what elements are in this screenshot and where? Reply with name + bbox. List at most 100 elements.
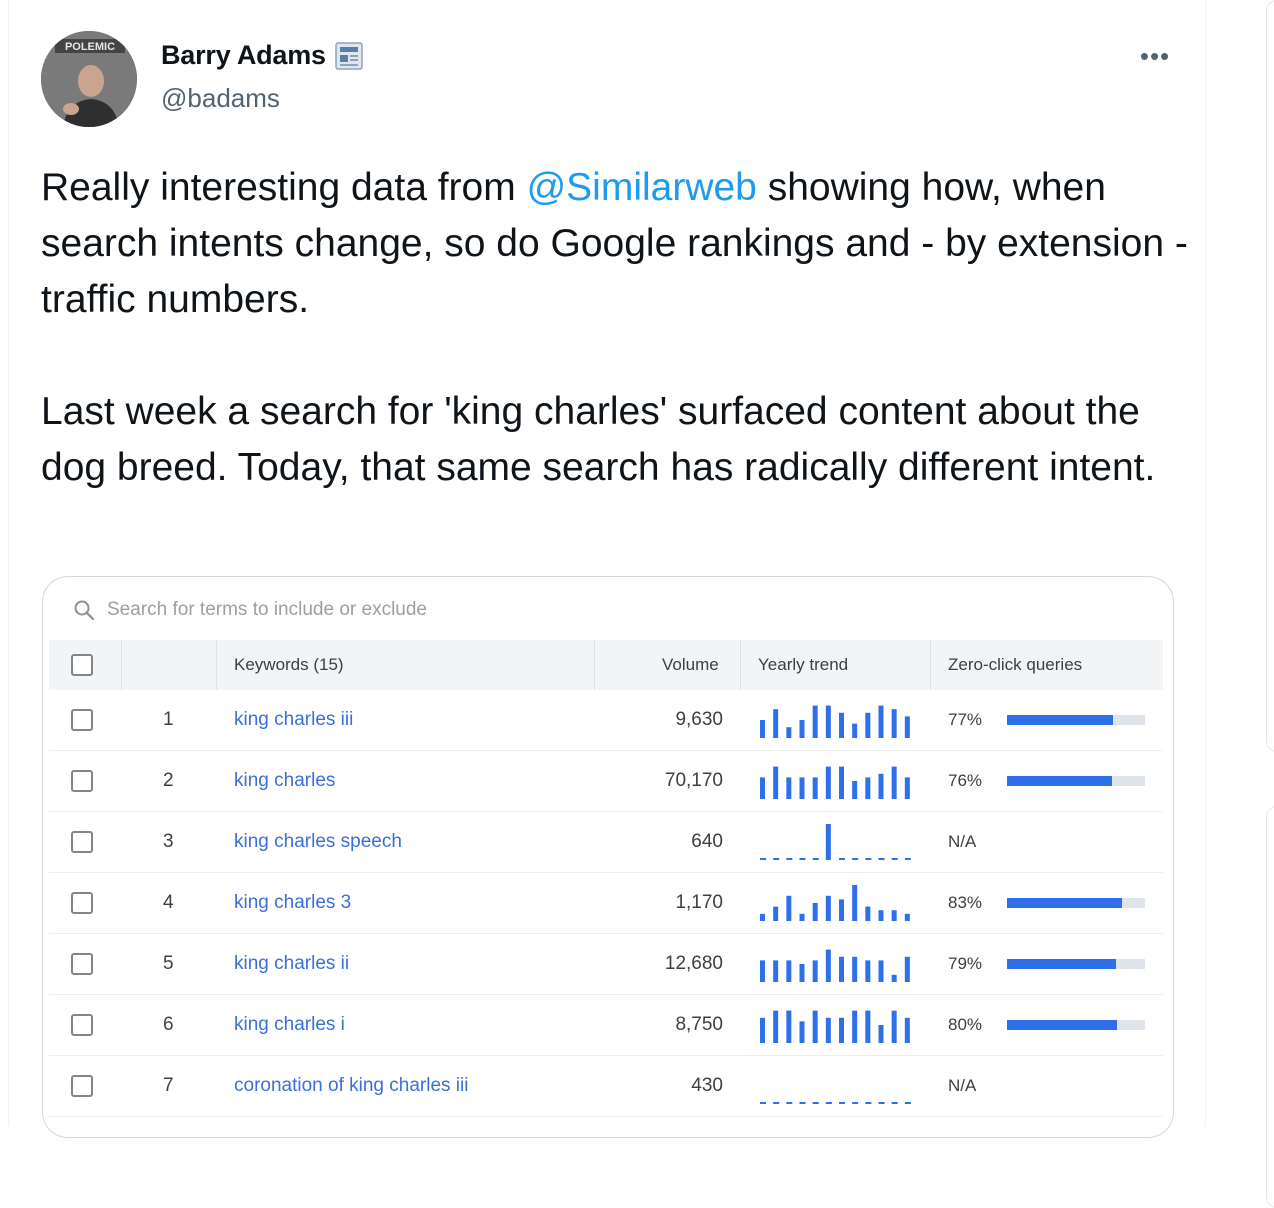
table-row[interactable]: 3 king charles speech 640 N/A	[49, 812, 1163, 873]
trend-bar	[852, 723, 858, 738]
trend-bar	[760, 913, 765, 921]
header-keywords[interactable]: Keywords (15)	[234, 655, 344, 674]
keyword-link[interactable]: coronation of king charles iii	[234, 1075, 469, 1096]
keyword-search[interactable]: Search for terms to include or exclude	[73, 597, 427, 623]
trend-bar	[839, 766, 844, 799]
trend-bar	[891, 766, 897, 799]
trend-bar	[852, 1010, 858, 1043]
trend-bar	[760, 720, 765, 738]
row-rank: 1	[163, 709, 174, 730]
trend-bar	[865, 906, 871, 921]
trend-empty-mark	[799, 858, 806, 860]
zero-click-bar-fill	[1007, 715, 1114, 725]
trend-bar	[852, 781, 858, 799]
keyword-link[interactable]: king charles ii	[234, 953, 350, 974]
row-checkbox[interactable]	[71, 812, 93, 872]
row-checkbox[interactable]	[71, 873, 93, 933]
sidebar-card	[1266, 806, 1274, 1208]
row-checkbox[interactable]	[71, 690, 93, 750]
tweet-paragraph: Really interesting data from @Similarweb…	[41, 166, 1188, 321]
trend-bar	[760, 1017, 765, 1043]
keyword-link[interactable]: king charles	[234, 770, 336, 791]
row-rank: 4	[163, 892, 174, 913]
trend-bar	[865, 960, 871, 982]
trend-bar	[878, 960, 884, 982]
search-icon	[74, 600, 95, 621]
zero-click-bar	[1007, 776, 1145, 786]
trend-bar	[786, 895, 792, 921]
trend-bar	[825, 705, 831, 738]
tweet-paragraph: Last week a search for 'king charles' su…	[41, 390, 1156, 489]
header-zero-click[interactable]: Zero-click queries	[948, 655, 1083, 674]
table-row[interactable]: 4 king charles 3 1,170 83%	[49, 873, 1163, 934]
yearly-trend-chart	[760, 1010, 910, 1043]
trend-bar	[799, 964, 805, 982]
yearly-trend-chart	[760, 766, 910, 799]
trend-bar	[839, 956, 844, 982]
table-header: Keywords (15) Volume Yearly trend Zero-c…	[49, 640, 1163, 690]
row-volume: 640	[691, 831, 723, 852]
keyword-link[interactable]: king charles 3	[234, 892, 352, 913]
trend-bar	[760, 960, 765, 982]
row-checkbox[interactable]	[71, 934, 93, 994]
trend-bar	[799, 913, 805, 921]
trend-bar	[891, 910, 897, 921]
trend-bar	[799, 777, 805, 799]
table-row[interactable]: 2 king charles 70,170 76%	[49, 751, 1163, 812]
row-checkbox[interactable]	[71, 995, 93, 1055]
trend-bar	[904, 1017, 910, 1043]
trend-bar	[865, 1010, 871, 1043]
author-handle[interactable]: @badams	[161, 83, 280, 113]
trend-bar	[773, 766, 779, 799]
row-rank: 6	[163, 1014, 174, 1035]
table-row[interactable]: 1 king charles iii 9,630 77%	[49, 690, 1163, 751]
trend-empty-mark	[786, 858, 793, 860]
trend-bar	[773, 906, 779, 921]
trend-bar	[760, 777, 765, 799]
trend-bar	[799, 1021, 805, 1043]
trend-bar	[799, 720, 805, 738]
trend-bar	[891, 1010, 897, 1043]
tweet-media-image[interactable]: Search for terms to include or exclude K…	[42, 576, 1174, 1138]
zero-click-value: N/A	[948, 832, 977, 851]
trend-bar	[852, 885, 858, 921]
trend-bar	[878, 773, 884, 799]
table-row[interactable]: 5 king charles ii 12,680 79%	[49, 934, 1163, 995]
mention-link[interactable]: @Similarweb	[526, 166, 757, 209]
trend-bar	[891, 709, 897, 738]
table-row[interactable]: 6 king charles i 8,750 80%	[49, 995, 1163, 1056]
avatar[interactable]: POLEMIC	[41, 31, 137, 127]
keyword-link[interactable]: king charles i	[234, 1014, 345, 1035]
header-volume[interactable]: Volume	[662, 655, 719, 674]
zero-click-bar-fill	[1007, 1020, 1118, 1030]
trend-bar	[865, 712, 871, 738]
newspaper-icon	[335, 41, 363, 70]
row-rank: 7	[163, 1075, 174, 1096]
trend-bar	[812, 777, 818, 799]
trend-bar	[904, 956, 910, 982]
author-name[interactable]: Barry Adams	[161, 40, 366, 71]
zero-click-value: 79%	[948, 954, 983, 973]
trend-bar	[786, 960, 792, 982]
row-volume: 430	[691, 1075, 723, 1096]
zero-click-value: 80%	[948, 1015, 983, 1034]
zero-click-bar	[1007, 715, 1145, 725]
zero-click-bar-fill	[1007, 776, 1112, 786]
select-all-checkbox[interactable]	[71, 640, 93, 690]
yearly-trend-chart	[760, 885, 910, 921]
trend-bar	[812, 960, 818, 982]
trend-empty-mark	[891, 1102, 898, 1104]
more-options-icon[interactable]: •••	[1139, 41, 1171, 71]
keyword-link[interactable]: king charles speech	[234, 831, 402, 852]
trend-bar	[904, 716, 910, 738]
keyword-link[interactable]: king charles iii	[234, 709, 354, 730]
row-checkbox[interactable]	[71, 751, 93, 811]
sidebar-card	[1266, 0, 1274, 752]
zero-click-bar-fill	[1007, 898, 1122, 908]
row-rank: 3	[163, 831, 174, 852]
header-yearly-trend[interactable]: Yearly trend	[758, 655, 849, 674]
trend-bar	[786, 1010, 792, 1043]
row-checkbox[interactable]	[71, 1056, 93, 1116]
table-row[interactable]: 7 coronation of king charles iii 430 N/A	[49, 1056, 1163, 1117]
trend-bar	[878, 910, 884, 921]
